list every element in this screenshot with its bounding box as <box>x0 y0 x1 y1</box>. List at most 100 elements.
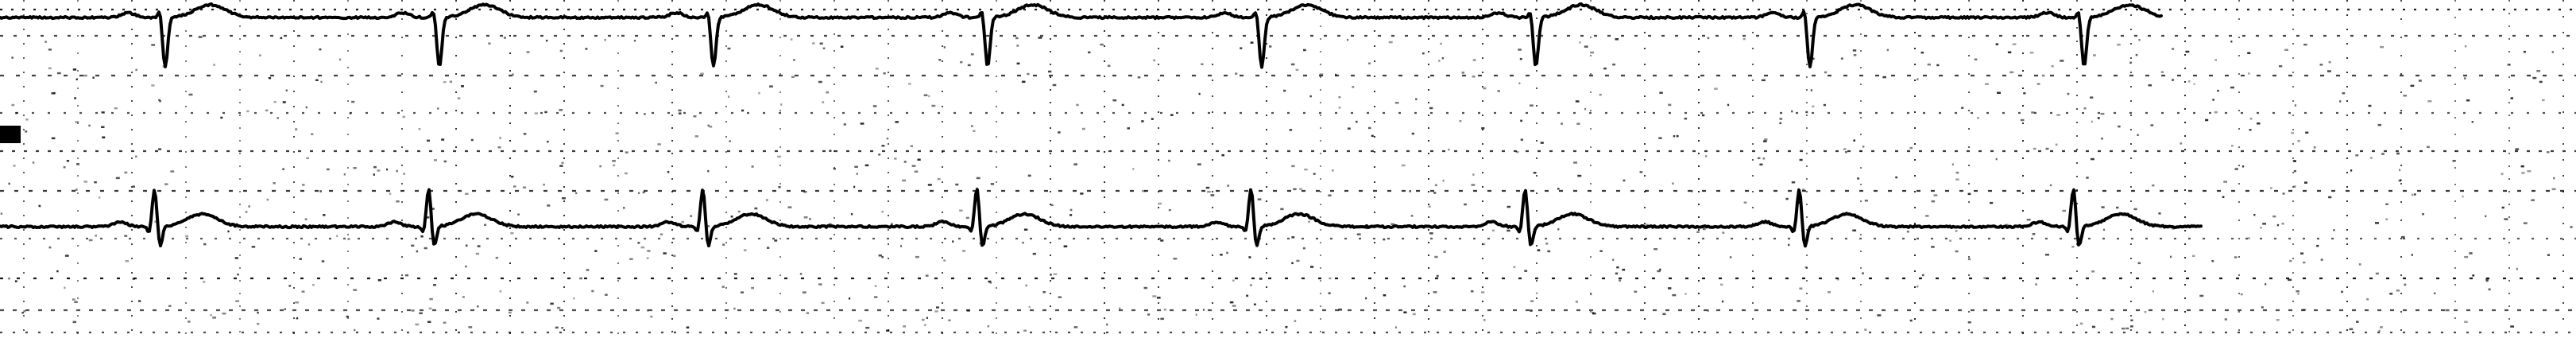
grid-dot <box>544 111 547 114</box>
grid-dot <box>235 300 239 302</box>
grid-dot <box>2102 228 2106 231</box>
grid-dot <box>679 112 682 115</box>
grid-dot <box>586 269 590 271</box>
grid-dot <box>2527 170 2532 173</box>
grid-dot <box>1371 134 1374 138</box>
grid-dot <box>657 143 661 146</box>
grid-dot <box>1443 251 1446 253</box>
grid-dot <box>547 204 551 207</box>
grid-dot <box>1615 38 1619 41</box>
grid-dot <box>1205 186 1210 189</box>
grid-dot <box>2515 148 2520 150</box>
grid-dot <box>1785 197 1789 200</box>
grid-dot <box>921 318 925 321</box>
grid-dot <box>48 67 52 70</box>
grid-dot <box>2222 196 2225 198</box>
grid-dot <box>2404 283 2407 286</box>
grid-dot <box>864 164 869 167</box>
grid-dot <box>2133 208 2137 211</box>
grid-dot <box>1961 107 1964 109</box>
grid-dot <box>1409 190 1411 192</box>
grid-dot <box>1845 151 1847 154</box>
grid-dot <box>320 80 323 84</box>
grid-dot <box>307 243 311 246</box>
grid-dot <box>2101 138 2103 140</box>
grid-dot <box>2091 270 2095 273</box>
grid-dot <box>419 312 423 315</box>
grid-dot <box>959 209 963 212</box>
grid-dot <box>1472 59 1476 61</box>
grid-dot <box>1143 286 1147 290</box>
grid-dot <box>1909 146 1913 150</box>
grid-dot <box>1823 103 1826 107</box>
grid-dot <box>154 220 157 223</box>
grid-dot <box>411 244 415 247</box>
grid-dot <box>461 85 464 87</box>
grid-dot <box>465 192 469 195</box>
grid-dot <box>2026 219 2031 221</box>
grid-dot <box>346 315 349 318</box>
grid-dot <box>774 239 778 242</box>
grid-dot <box>1691 190 1693 192</box>
grid-dot <box>1852 49 1857 52</box>
grid-dot <box>72 321 77 324</box>
grid-dot <box>1955 171 1959 174</box>
grid-dot <box>248 205 250 208</box>
grid-dot <box>623 207 625 209</box>
grid-dot <box>1152 295 1157 297</box>
grid-dot <box>1028 305 1031 309</box>
grid-dot <box>1421 52 1425 55</box>
grid-dot <box>2320 258 2323 261</box>
grid-dot <box>1714 87 1718 90</box>
grid-dot <box>1920 51 1924 54</box>
grid-dot <box>2135 53 2138 56</box>
grid-dot <box>99 196 101 199</box>
grid-dot <box>2117 43 2121 46</box>
grid-dot <box>881 145 885 147</box>
grid-dot <box>2270 187 2272 189</box>
grid-dot <box>2485 215 2487 218</box>
grid-dot <box>2366 298 2369 301</box>
grid-dot <box>902 179 907 182</box>
grid-dot <box>1461 72 1465 74</box>
grid-dot <box>962 250 966 252</box>
grid-dot <box>1530 300 1534 302</box>
grid-dot <box>2539 80 2543 84</box>
grid-dot <box>1659 268 1661 271</box>
grid-dot <box>1658 137 1662 139</box>
grid-dot <box>1579 41 1581 44</box>
grid-dot <box>1415 98 1418 100</box>
grid-dot <box>2247 52 2251 54</box>
grid-dot <box>1592 312 1596 315</box>
grid-dot <box>2205 119 2209 122</box>
grid-dot <box>917 158 921 161</box>
grid-dot <box>377 169 381 172</box>
grid-dot <box>672 255 676 257</box>
grid-dot <box>299 258 302 260</box>
grid-dot <box>1352 86 1355 88</box>
grid-dot <box>1472 173 1475 176</box>
grid-dot <box>727 47 731 50</box>
grid-dot <box>220 116 223 119</box>
grid-dot <box>1232 279 1235 282</box>
grid-dot <box>1668 103 1672 107</box>
grid-dot <box>1403 311 1407 313</box>
grid-dot <box>1368 126 1371 130</box>
grid-dot <box>780 103 783 106</box>
grid-dot <box>1764 138 1768 141</box>
grid-dot <box>1081 127 1085 130</box>
grid-dot <box>2234 256 2238 258</box>
grid-dot <box>1173 258 1178 260</box>
grid-dot <box>8 182 10 185</box>
grid-dot <box>1058 296 1062 298</box>
grid-dot <box>1616 266 1619 269</box>
grid-dot <box>806 312 809 314</box>
grid-dot <box>625 151 629 154</box>
grid-dot <box>13 165 16 167</box>
grid-dot <box>1295 68 1299 72</box>
grid-dot <box>1338 107 1341 109</box>
grid-dot <box>690 215 692 217</box>
grid-dot <box>2418 80 2422 82</box>
grid-dot <box>1442 179 1445 182</box>
grid-dot <box>543 183 545 186</box>
